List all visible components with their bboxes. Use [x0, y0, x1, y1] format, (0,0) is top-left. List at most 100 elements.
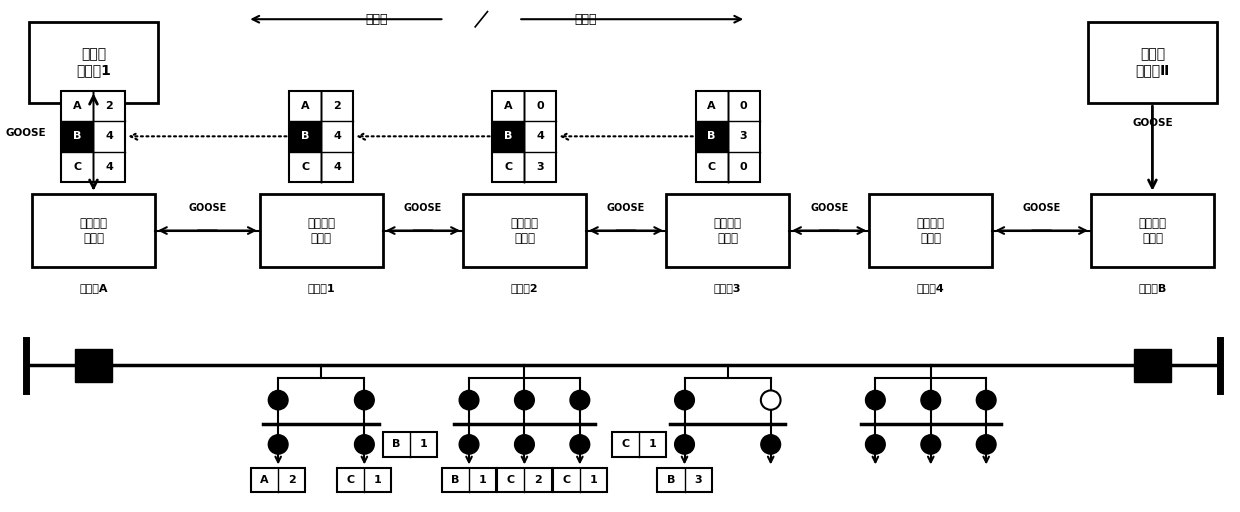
FancyBboxPatch shape [441, 468, 496, 492]
Ellipse shape [355, 435, 374, 454]
Text: B: B [301, 132, 310, 141]
Text: 分布式馈
线终端: 分布式馈 线终端 [713, 217, 742, 245]
Ellipse shape [570, 435, 590, 454]
Ellipse shape [355, 391, 374, 410]
Text: GOOSE: GOOSE [1023, 203, 1060, 212]
Text: 变电站A: 变电站A [79, 283, 108, 293]
Text: A: A [707, 101, 715, 111]
Text: C: C [301, 162, 309, 172]
Ellipse shape [268, 391, 288, 410]
Text: 4: 4 [537, 132, 544, 141]
Text: 1: 1 [374, 475, 382, 485]
Text: C: C [505, 162, 512, 172]
Text: C: C [347, 475, 355, 485]
Text: C: C [708, 162, 715, 172]
Ellipse shape [761, 435, 780, 454]
Ellipse shape [976, 435, 996, 454]
Text: B: B [73, 132, 82, 141]
Ellipse shape [570, 391, 590, 410]
Ellipse shape [675, 391, 694, 410]
Text: B: B [392, 439, 401, 450]
Ellipse shape [921, 391, 941, 410]
Ellipse shape [515, 435, 534, 454]
FancyBboxPatch shape [657, 468, 712, 492]
Ellipse shape [761, 391, 780, 410]
Ellipse shape [268, 435, 288, 454]
Text: 3: 3 [740, 132, 748, 141]
Text: GOOSE: GOOSE [1132, 118, 1173, 128]
FancyBboxPatch shape [611, 432, 666, 457]
Text: A: A [301, 101, 310, 111]
FancyBboxPatch shape [696, 91, 760, 182]
FancyBboxPatch shape [32, 194, 155, 267]
Text: 3: 3 [694, 475, 702, 485]
Text: 环网柜1: 环网柜1 [308, 283, 335, 293]
Text: 分布式馈
线终端: 分布式馈 线终端 [79, 217, 108, 245]
Text: 4: 4 [105, 162, 113, 172]
FancyBboxPatch shape [869, 194, 992, 267]
Text: C: C [562, 475, 570, 485]
FancyBboxPatch shape [463, 194, 587, 267]
Text: 0: 0 [740, 162, 748, 172]
Text: 2: 2 [288, 475, 295, 485]
Text: 负荷侧: 负荷侧 [575, 13, 598, 26]
Text: C: C [621, 439, 630, 450]
Text: 分布式馈
线终端: 分布式馈 线终端 [308, 217, 335, 245]
FancyBboxPatch shape [492, 91, 557, 182]
Text: 2: 2 [534, 475, 542, 485]
FancyBboxPatch shape [1087, 22, 1218, 103]
Text: 变电站B: 变电站B [1138, 283, 1167, 293]
Text: B: B [451, 475, 460, 485]
Text: 1: 1 [419, 439, 428, 450]
FancyBboxPatch shape [1133, 349, 1171, 382]
FancyBboxPatch shape [29, 22, 159, 103]
Ellipse shape [675, 435, 694, 454]
Text: 2: 2 [105, 101, 113, 111]
FancyBboxPatch shape [337, 468, 392, 492]
FancyBboxPatch shape [666, 194, 789, 267]
Ellipse shape [459, 435, 479, 454]
Text: 4: 4 [334, 162, 341, 172]
FancyBboxPatch shape [259, 194, 383, 267]
Text: 1: 1 [589, 475, 598, 485]
FancyBboxPatch shape [383, 432, 436, 457]
FancyBboxPatch shape [1091, 194, 1214, 267]
FancyBboxPatch shape [492, 121, 525, 152]
Text: GOOSE: GOOSE [606, 203, 645, 212]
FancyBboxPatch shape [62, 91, 125, 182]
Text: 环网柜3: 环网柜3 [714, 283, 742, 293]
FancyBboxPatch shape [74, 349, 112, 382]
Ellipse shape [459, 391, 479, 410]
Text: GOOSE: GOOSE [810, 203, 848, 212]
Text: 4: 4 [334, 132, 341, 141]
Text: 3: 3 [537, 162, 544, 172]
Text: 分布式馈
线终端: 分布式馈 线终端 [916, 217, 945, 245]
Ellipse shape [515, 391, 534, 410]
FancyBboxPatch shape [289, 91, 353, 182]
Text: B: B [505, 132, 512, 141]
Text: 切负荷
执行站1: 切负荷 执行站1 [76, 48, 110, 78]
Text: C: C [507, 475, 515, 485]
Text: GOOSE: GOOSE [188, 203, 227, 212]
FancyBboxPatch shape [250, 468, 305, 492]
Text: A: A [505, 101, 513, 111]
Text: A: A [260, 475, 269, 485]
Text: 电源侧: 电源侧 [366, 13, 388, 26]
Text: C: C [73, 162, 82, 172]
Text: 环网柜4: 环网柜4 [916, 283, 945, 293]
Text: 0: 0 [537, 101, 544, 111]
Text: 1: 1 [649, 439, 656, 450]
Text: 2: 2 [334, 101, 341, 111]
FancyBboxPatch shape [62, 121, 93, 152]
Text: 环网柜2: 环网柜2 [511, 283, 538, 293]
Text: 4: 4 [105, 132, 113, 141]
Text: B: B [667, 475, 675, 485]
FancyBboxPatch shape [289, 121, 321, 152]
Text: 切负荷
执行站Ⅱ: 切负荷 执行站Ⅱ [1136, 48, 1169, 78]
FancyBboxPatch shape [696, 121, 728, 152]
Ellipse shape [866, 391, 885, 410]
Ellipse shape [976, 391, 996, 410]
Ellipse shape [866, 435, 885, 454]
Text: 分布式馈
线终端: 分布式馈 线终端 [511, 217, 538, 245]
Text: 0: 0 [740, 101, 748, 111]
